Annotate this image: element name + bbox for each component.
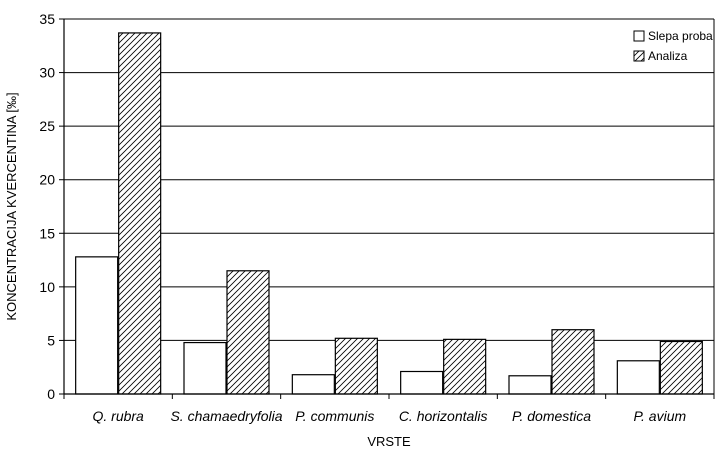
bar-slepa-proba-2 [291, 374, 335, 395]
category-label-4: P. domestica [512, 408, 591, 424]
legend: Slepa proba Analiza [633, 29, 713, 63]
y-tick-label-25: 25 [39, 118, 55, 134]
bar-slepa-proba-0 [75, 256, 119, 395]
bar-analiza-0 [118, 32, 162, 395]
category-label-1: S. chamaedryfolia [170, 408, 282, 424]
y-tick-label-35: 35 [39, 11, 55, 27]
legend-swatch-slepa-proba [633, 30, 645, 42]
legend-label-analiza: Analiza [648, 49, 688, 63]
category-label-2: P. communis [295, 408, 374, 424]
bar-analiza-2 [334, 337, 378, 395]
y-tick-label-10: 10 [39, 279, 55, 295]
category-label-3: C. horizontalis [399, 408, 488, 424]
category-labels: Q. rubra S. chamaedryfolia P. communis C. h… [92, 408, 686, 424]
x-axis-title: VRSTE [367, 434, 411, 449]
bar-analiza-4 [551, 329, 595, 395]
tick-labels: 0 5 10 15 20 25 30 35 [39, 11, 55, 402]
bar-analiza-1 [226, 270, 270, 395]
gridlines [64, 18, 714, 341]
category-label-5: P. avium [633, 408, 686, 424]
legend-swatch-analiza [633, 50, 645, 62]
y-tick-label-15: 15 [39, 225, 55, 241]
y-tick-label-20: 20 [39, 172, 55, 188]
legend-label-slepa-proba: Slepa proba [648, 29, 713, 43]
axes [59, 18, 715, 399]
bar-slepa-proba-3 [400, 370, 444, 395]
bar-analiza-5 [659, 340, 703, 395]
category-label-0: Q. rubra [92, 408, 144, 424]
bar-analiza-3 [443, 338, 487, 395]
y-tick-label-0: 0 [47, 386, 55, 402]
bar-slepa-proba-1 [183, 341, 227, 395]
bar-slepa-proba-4 [508, 375, 552, 395]
y-axis-title: KONCENTRACIJA KVERCENTINA [‰] [4, 92, 19, 320]
bar-slepa-proba-5 [616, 360, 660, 395]
y-tick-label-5: 5 [47, 332, 55, 348]
y-tick-label-30: 30 [39, 65, 55, 81]
bars [75, 32, 703, 395]
